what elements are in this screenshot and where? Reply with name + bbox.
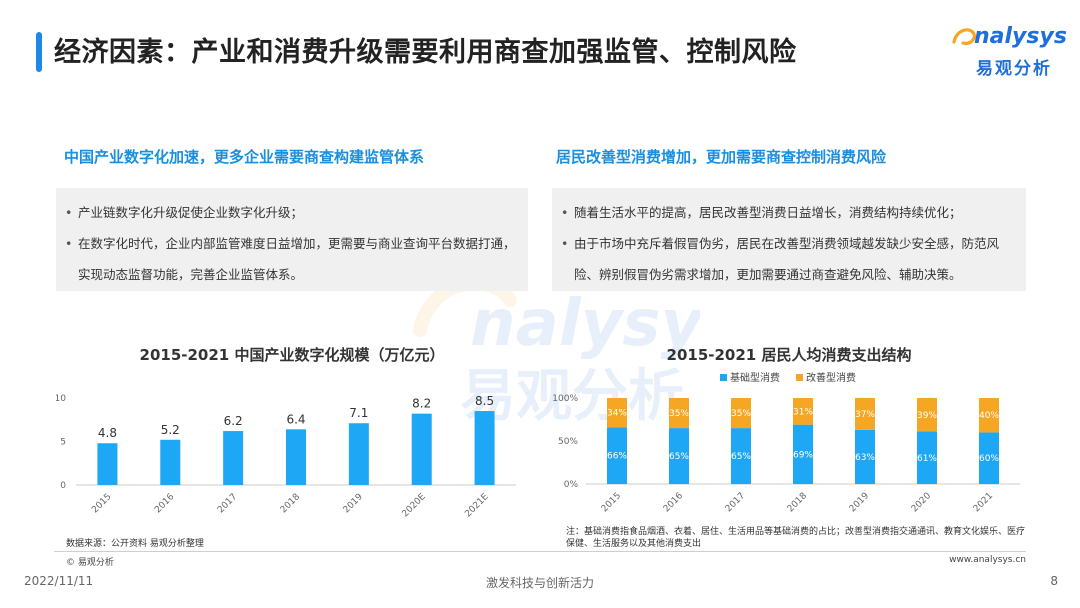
data-label: 39% [917, 411, 937, 421]
stacked-bar-segment [917, 398, 937, 432]
stacked-bar-segment [917, 431, 937, 484]
stacked-bar-segment [669, 428, 689, 484]
x-tick-label: 2019 [342, 492, 365, 515]
bar [348, 423, 369, 485]
stacked-bar-segment [731, 428, 751, 484]
data-label: 66% [607, 452, 627, 462]
x-tick-label: 2019 [848, 491, 871, 514]
y-tick-label: 50% [558, 437, 578, 447]
x-tick-label: 2016 [153, 492, 176, 515]
data-label: 69% [793, 450, 813, 460]
analysys-logo: nalysys 易观分析 [952, 24, 1067, 80]
data-label: 65% [669, 452, 689, 462]
data-label: 40% [979, 411, 999, 421]
y-tick-label: 0 [60, 481, 66, 491]
data-label: 61% [917, 454, 937, 464]
x-tick-label: 2017 [216, 492, 239, 515]
x-tick-label: 2016 [662, 491, 685, 514]
legend-label: 基础型消费 [730, 371, 780, 384]
chart-note: 注：基础消费指食品烟酒、衣着、居住、生活用品等基础消费的占比；改善型消费指交通通… [566, 527, 1026, 549]
stacked-bar-segment [793, 398, 813, 425]
data-label: 35% [731, 409, 751, 419]
data-source: 数据来源：公开资料 易观分析整理 [66, 539, 204, 549]
x-tick-label: 2020 [910, 491, 933, 514]
data-label: 37% [855, 410, 875, 420]
x-tick-label: 2021 [972, 491, 995, 514]
stacked-bar-segment [731, 398, 751, 429]
data-label: 65% [731, 452, 751, 462]
data-label: 5.2 [161, 423, 180, 437]
logo-text-cn: 易观分析 [976, 59, 1052, 79]
page-title: 经济因素：产业和消费升级需要利用商查加强监管、控制风险 [54, 37, 797, 68]
right-panel: 随着生活水平的提高，居民改善型消费日益增长，消费结构持续优化； 由于市场中充斥着… [552, 188, 1026, 291]
data-label: 8.5 [475, 394, 494, 408]
x-tick-label: 2015 [90, 492, 113, 515]
data-label: 4.8 [98, 426, 117, 440]
x-tick-label: 2021E [463, 492, 491, 520]
data-label: 31% [793, 407, 813, 417]
bar [160, 439, 181, 485]
logo-text-en: nalysys [974, 24, 1067, 49]
bar [474, 411, 495, 485]
data-label: 60% [979, 454, 999, 464]
data-label: 7.1 [349, 406, 368, 420]
data-label: 35% [669, 409, 689, 419]
bar [223, 431, 244, 485]
x-tick-label: 2018 [279, 492, 302, 515]
industry-digitalization-chart: 0 5 10 4.8 2015 5.2 2016 6.2 2017 6.4 2018 7.1 2019 8… [56, 394, 516, 520]
legend-swatch [720, 374, 727, 381]
list-item: 由于市场中充斥着假冒伪劣，居民在改善型消费领域越发缺少安全感，防范风险、辨别假冒… [561, 228, 1014, 290]
y-tick-label: 0% [564, 480, 579, 490]
stacked-bar-segment [979, 398, 999, 433]
left-panel: 产业链数字化升级促使企业数字化升级； 在数字化时代，企业内部监管难度日益增加，更… [56, 188, 528, 291]
stacked-bar-segment [855, 429, 875, 484]
stacked-bar-segment [669, 398, 689, 429]
y-tick-label: 100% [552, 394, 578, 404]
legend-swatch [796, 374, 803, 381]
footer-divider [54, 551, 1026, 552]
x-tick-label: 2020E [401, 492, 429, 520]
list-item: 产业链数字化升级促使企业数字化升级； [65, 197, 516, 228]
page-number: 8 [1050, 574, 1058, 588]
bar [97, 443, 118, 485]
consumption-structure-chart: 基础型消费 改善型消费 0% 50% 100% 66% 34% 2015 65% 35% 2016 6… [552, 371, 1020, 514]
list-item: 在数字化时代，企业内部监管难度日益增加，更需要与商业查询平台数据打通，实现动态监… [65, 228, 516, 290]
stacked-bar-segment [607, 398, 627, 428]
footer-date: 2022/11/11 [24, 574, 94, 588]
right-section-heading: 居民改善型消费增加，更加需要商查控制消费风险 [556, 148, 887, 166]
y-tick-label: 5 [60, 438, 66, 448]
website-link[interactable]: www.analysys.cn [949, 555, 1026, 565]
data-label: 63% [855, 453, 875, 463]
x-tick-label: 2015 [600, 491, 623, 514]
stacked-bar-segment [855, 398, 875, 430]
legend-label: 改善型消费 [806, 371, 856, 384]
y-tick-label: 10 [56, 394, 66, 404]
stacked-bar-segment [793, 424, 813, 484]
stacked-bar-segment [979, 432, 999, 484]
stacked-bar-segment [607, 427, 627, 484]
data-label: 8.2 [412, 397, 431, 411]
footer-slogan: 激发科技与创新活力 [485, 576, 594, 590]
title-accent-bar [36, 32, 42, 72]
bar [411, 413, 432, 485]
data-label: 34% [607, 409, 627, 419]
logo-swoosh-icon [952, 28, 976, 45]
right-chart-title: 2015-2021 居民人均消费支出结构 [666, 346, 912, 364]
list-item: 随着生活水平的提高，居民改善型消费日益增长，消费结构持续优化； [561, 197, 1014, 228]
left-chart-title: 2015-2021 中国产业数字化规模（万亿元） [139, 346, 445, 364]
bar [286, 429, 306, 485]
x-tick-label: 2017 [724, 491, 747, 514]
copyright: © 易观分析 [66, 558, 114, 568]
left-section-heading: 中国产业数字化加速，更多企业需要商查构建监管体系 [64, 148, 425, 166]
data-label: 6.2 [224, 414, 243, 428]
x-tick-label: 2018 [786, 491, 809, 514]
data-label: 6.4 [286, 412, 305, 426]
